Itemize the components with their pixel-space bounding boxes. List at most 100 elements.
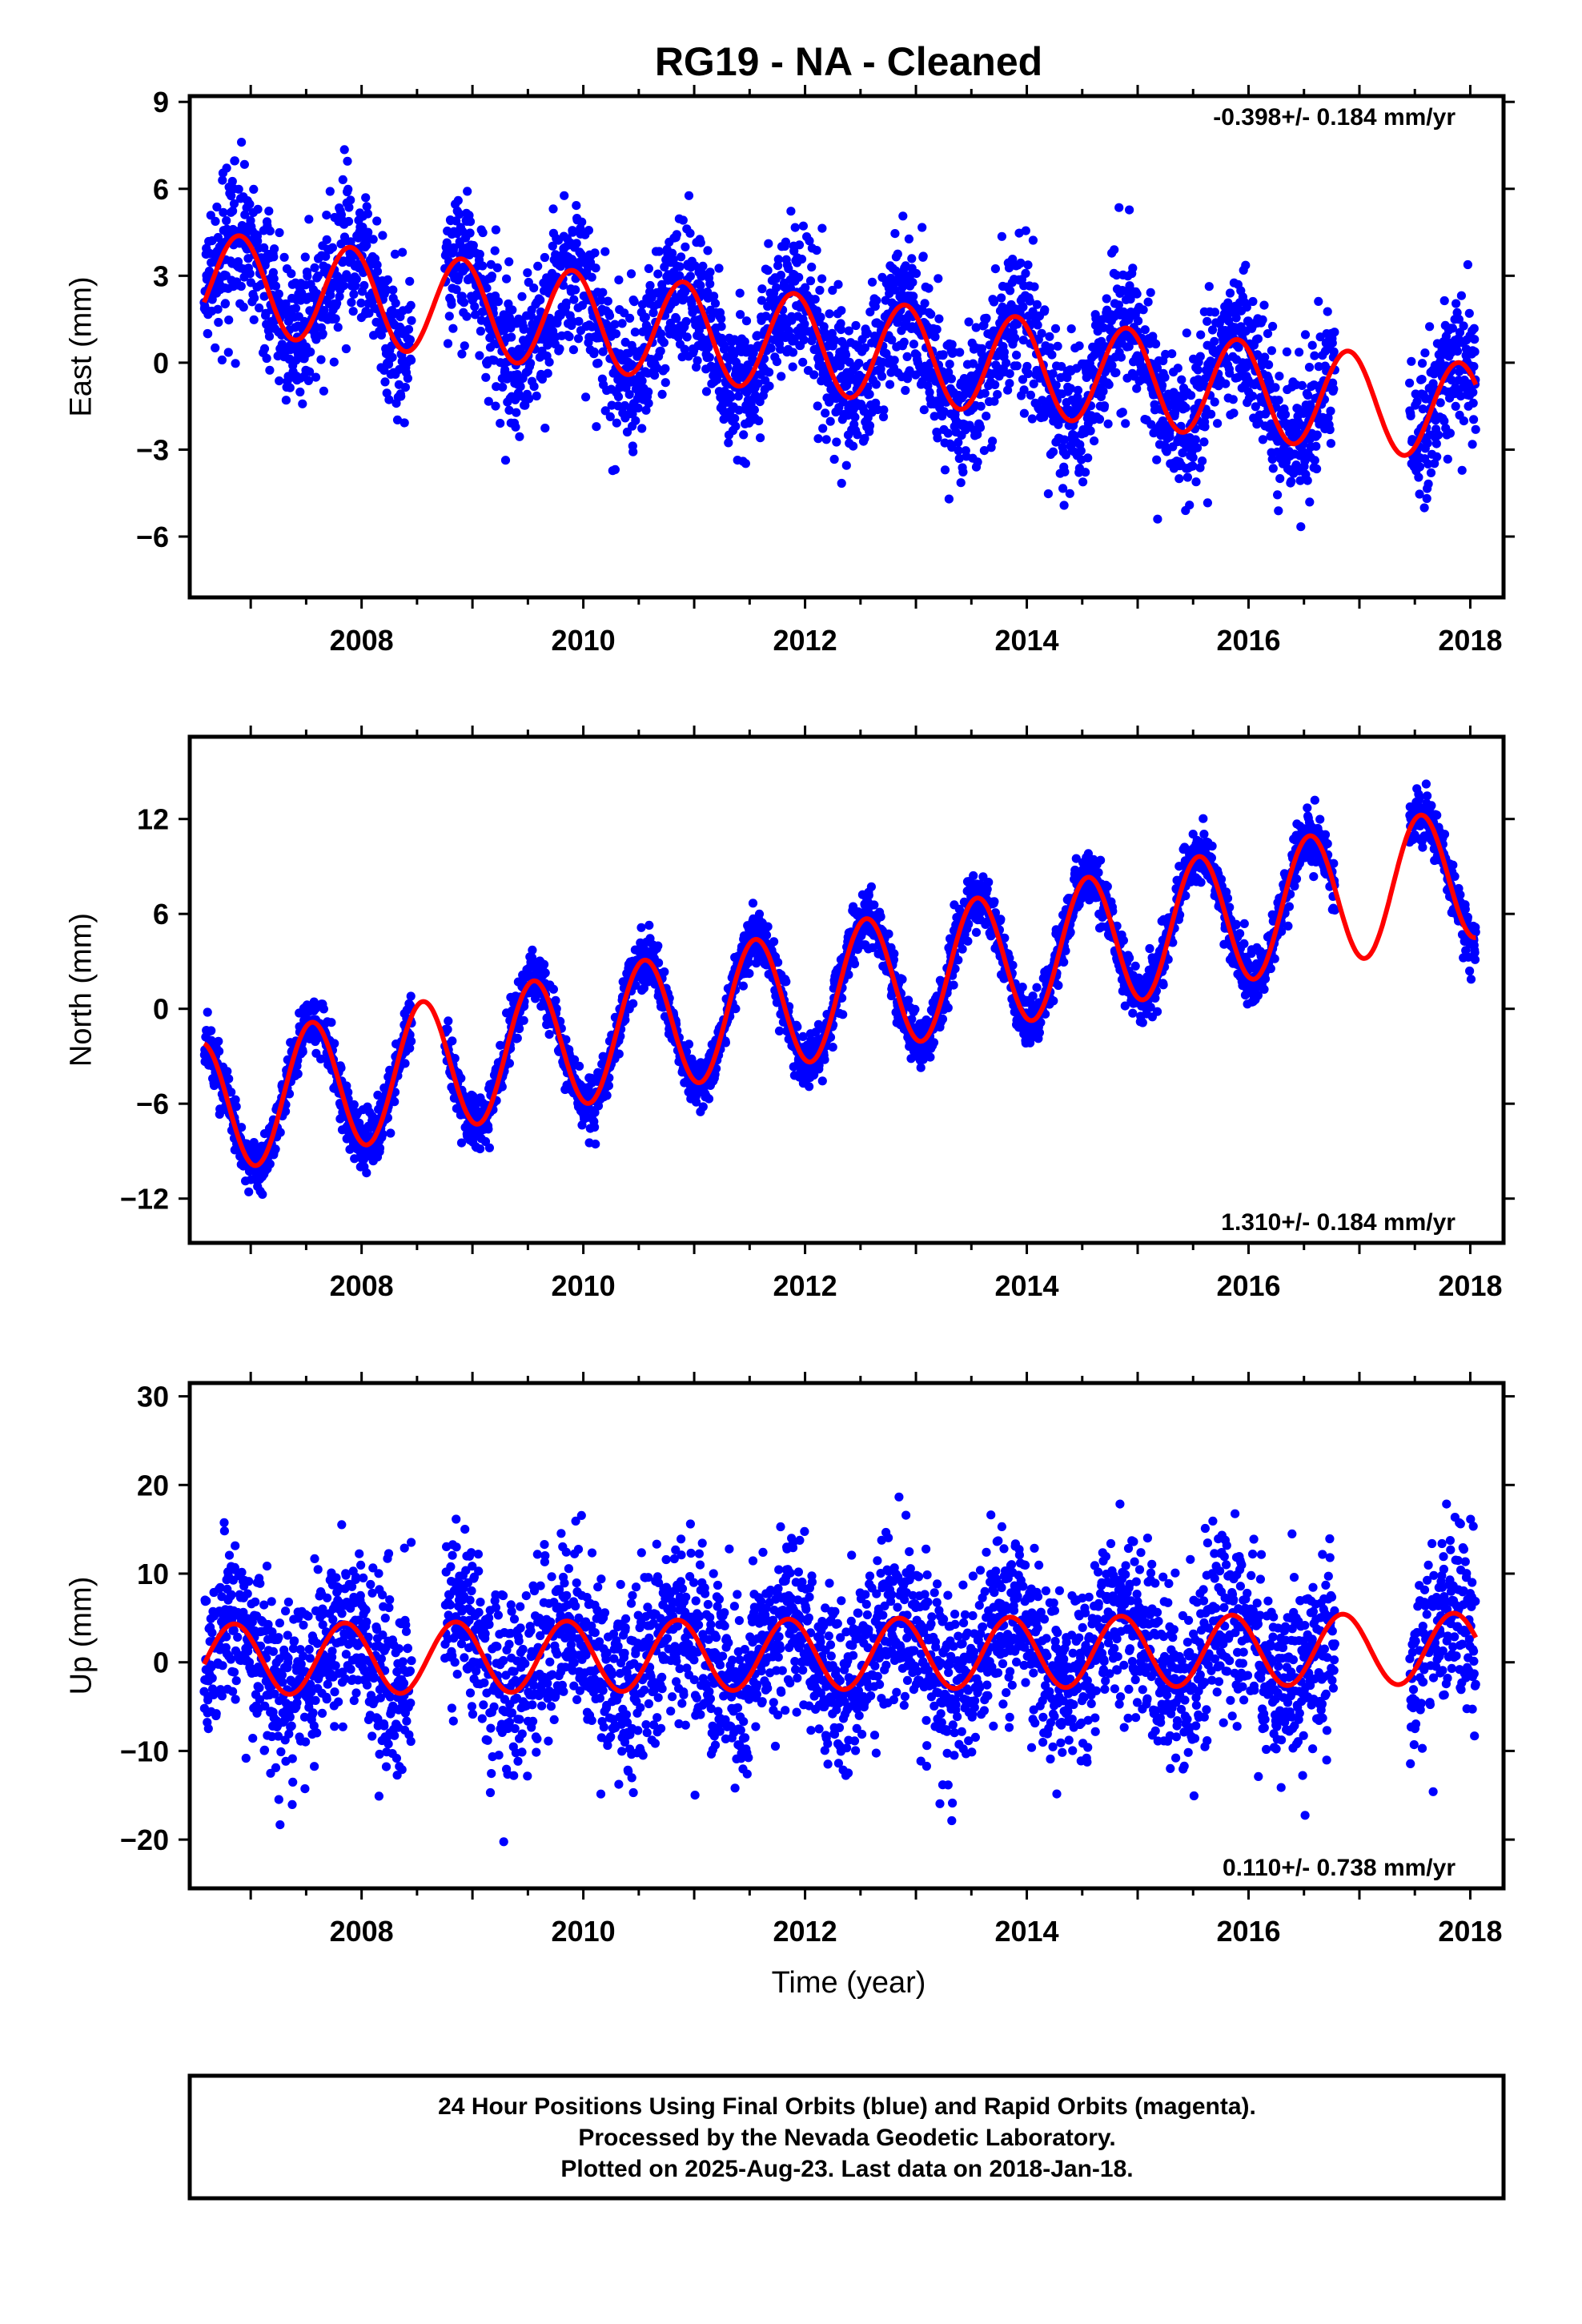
east-data-point [303,376,313,385]
east-data-point [850,412,860,422]
east-data-point [890,229,900,239]
east-data-point [828,285,837,296]
east-data-point [343,216,354,227]
figure-title: RG19 - NA - Cleaned [655,39,1042,84]
east-data-point [645,280,655,291]
north-data-point [614,1049,624,1059]
east-data-point [460,341,469,351]
east-data-point [304,215,314,224]
east-data-point [1005,379,1014,388]
east-data-point [889,356,899,365]
north-data-point [406,1036,416,1046]
east-data-point [741,459,751,468]
east-data-point [1181,403,1191,412]
east-data-point [368,296,378,306]
north-data-point [293,1069,303,1079]
east-data-point [809,370,819,380]
east-data-point [390,249,400,259]
east-data-point [717,322,726,332]
east-data-point [405,276,415,286]
east-data-point [591,263,600,273]
east-data-point [1468,388,1478,397]
east-data-point [909,340,918,349]
east-data-point [203,329,213,339]
east-data-point [400,418,409,428]
east-data-point [1051,380,1061,390]
east-y-axis-label: East (mm) [64,276,98,416]
east-data-point [363,227,373,237]
east-data-point [481,372,491,382]
east-data-point [363,209,372,219]
east-data-point [821,435,831,444]
east-data-point [1103,419,1113,428]
east-data-point [1327,338,1337,348]
east-x-tick-label: 2014 [994,624,1058,657]
east-data-point [213,232,223,243]
east-data-point [543,368,552,378]
east-data-point [332,299,342,308]
east-data-point [810,295,820,304]
east-data-point [1010,333,1020,343]
east-data-point [463,187,472,196]
east-data-point [548,241,557,251]
east-x-tick-label: 2012 [773,624,837,657]
east-data-point [1060,467,1070,476]
east-data-point [229,199,239,208]
east-data-point [918,251,928,261]
east-data-point [919,405,929,415]
north-data-point [540,968,550,978]
east-data-point [237,138,247,147]
east-data-point [1207,409,1216,419]
east-data-point [1134,316,1143,326]
east-data-point [376,330,386,340]
east-data-point [997,231,1006,241]
east-data-point [704,343,713,352]
east-data-point [1128,263,1138,273]
east-data-point [1275,474,1285,484]
east-data-point [572,239,581,248]
east-data-point [788,362,797,372]
east-data-point [1028,235,1038,245]
east-data-point [245,269,255,279]
east-data-point [1273,490,1283,500]
east-data-point [776,271,786,280]
east-data-point [405,335,415,344]
east-data-point [264,207,274,216]
east-data-point [227,191,236,201]
east-data-point [351,274,361,284]
east-data-point [982,412,991,421]
east-data-point [1210,308,1220,317]
east-data-point [1260,352,1270,362]
east-data-point [220,299,231,308]
east-data-point [772,283,781,292]
east-data-point [383,275,392,284]
east-data-point [999,348,1009,357]
east-data-point [1280,409,1291,420]
east-data-point [830,336,840,345]
east-data-point [818,424,828,433]
east-data-point [1102,294,1111,304]
east-data-point [327,243,337,252]
east-data-point [817,223,827,233]
east-data-point [739,430,749,440]
east-data-point [637,376,647,386]
east-data-point [319,386,328,396]
north-data-point [386,1128,396,1138]
east-data-point [1459,416,1468,426]
east-data-point [250,293,259,303]
east-data-point [346,195,355,205]
east-data-point [537,374,548,384]
east-data-point [259,243,269,252]
east-data-point [865,389,874,399]
north-data-point [390,1097,400,1107]
east-data-point [462,312,472,321]
north-data-point [628,999,638,1008]
east-data-point [724,438,733,448]
north-data-point [744,958,753,967]
east-data-point [812,246,821,255]
east-data-point [1191,435,1200,444]
east-data-point [678,215,688,225]
east-data-point [1274,506,1283,516]
east-data-point [1464,308,1474,318]
